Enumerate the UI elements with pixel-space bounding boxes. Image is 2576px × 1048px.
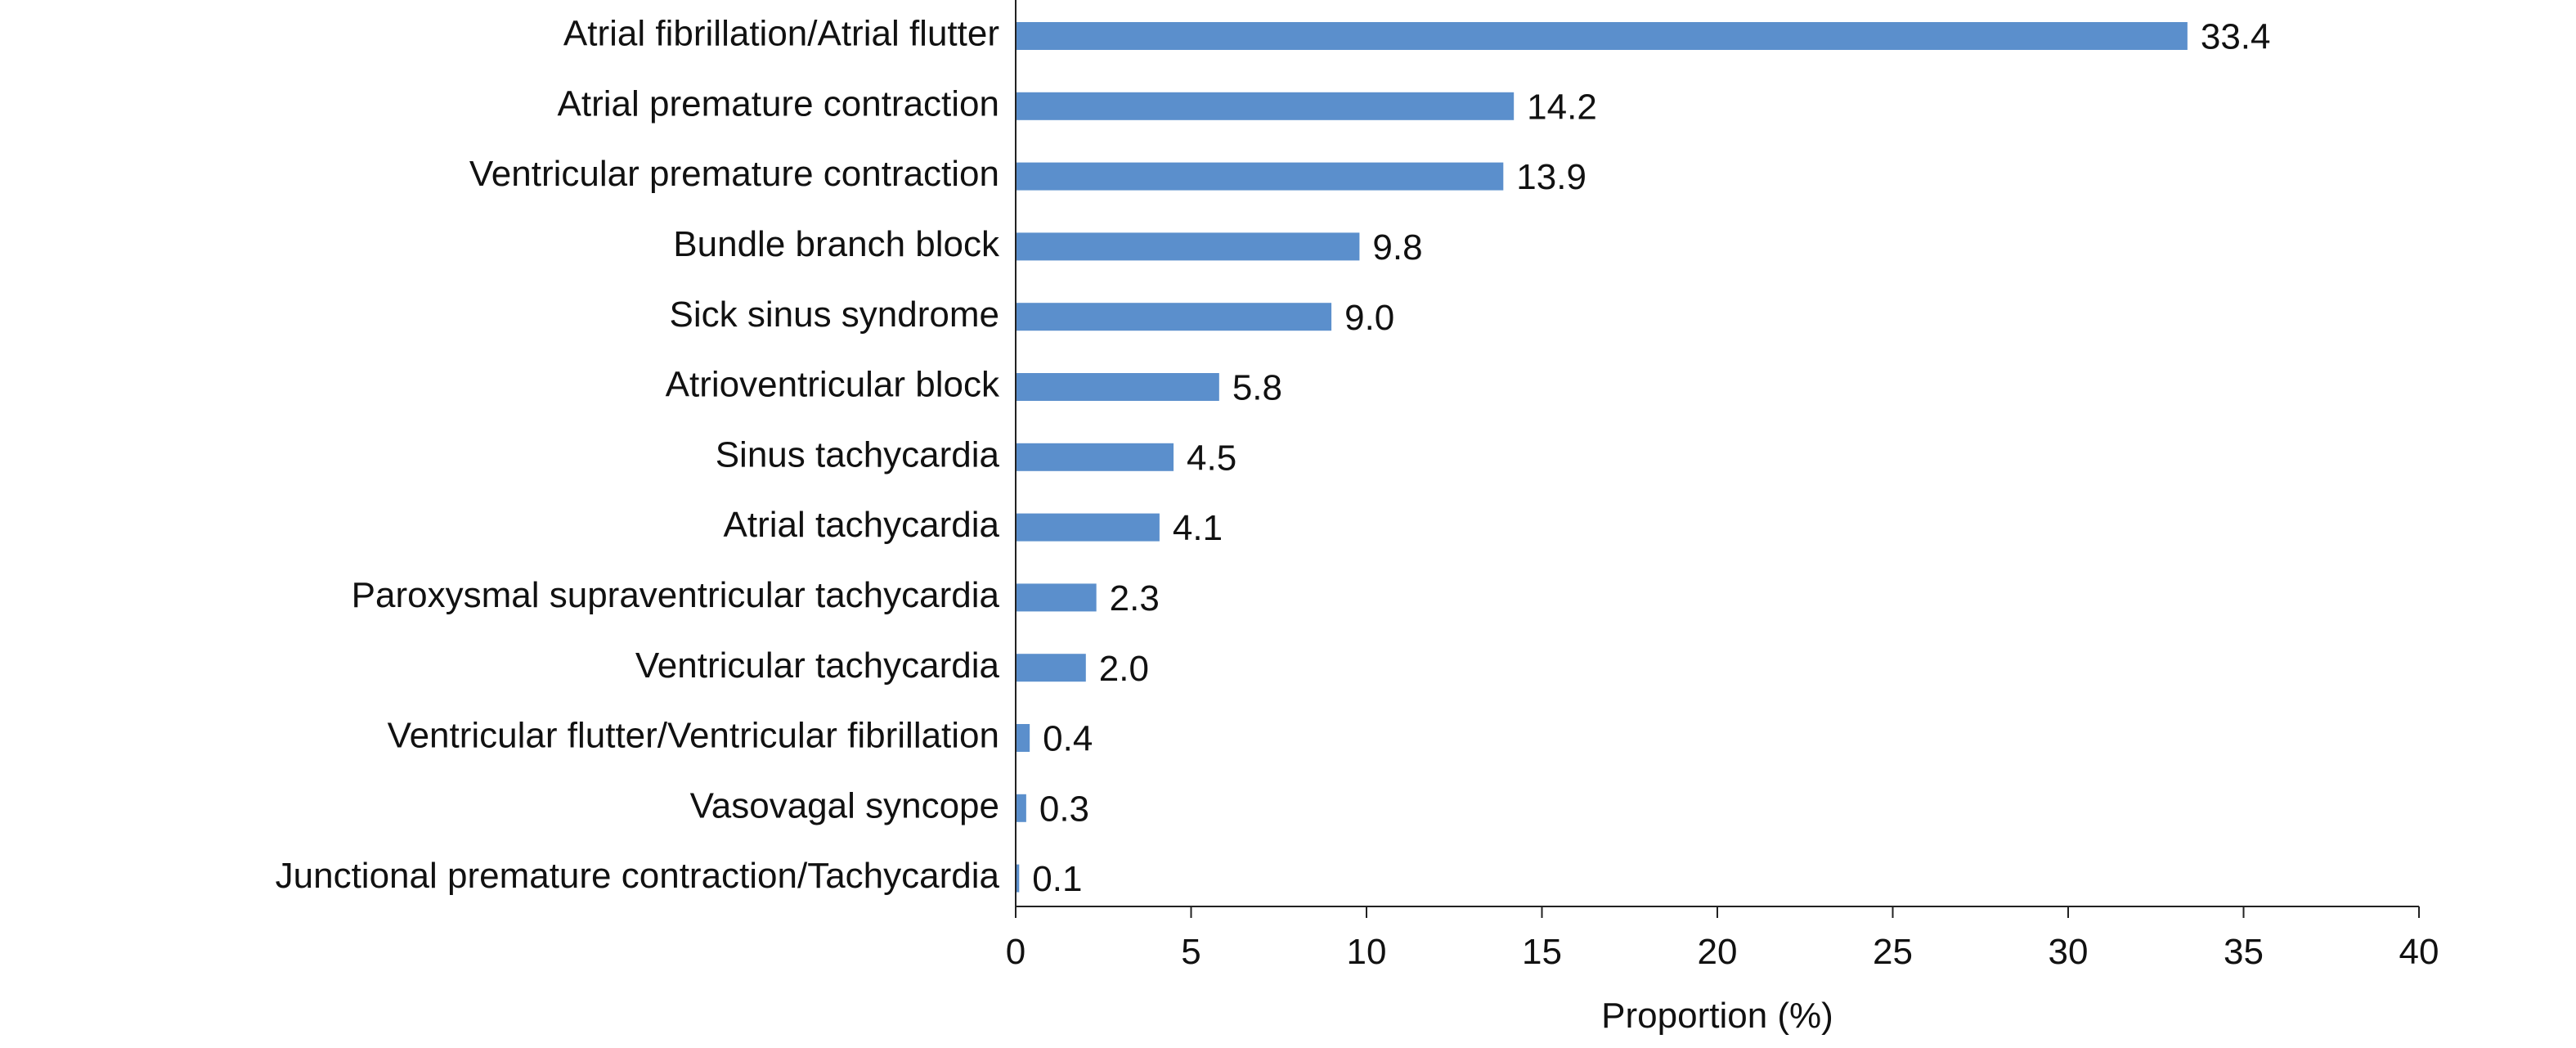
category-label: Atrial fibrillation/Atrial flutter (563, 14, 999, 54)
category-label: Atrial premature contraction (558, 83, 999, 124)
bar (1016, 724, 1030, 752)
bar (1016, 162, 1504, 191)
data-label: 4.5 (1187, 438, 1236, 478)
bar (1016, 92, 1515, 120)
x-tick-label: 30 (2049, 932, 2089, 972)
data-label: 0.3 (1039, 789, 1089, 829)
bar (1016, 794, 1026, 822)
data-label: 5.8 (1232, 368, 1282, 408)
bar (1016, 232, 1360, 261)
category-label: Atrioventricular block (666, 365, 1000, 405)
data-label: 33.4 (2201, 17, 2271, 57)
data-label: 14.2 (1527, 87, 1597, 127)
data-label: 2.3 (1110, 578, 1160, 618)
category-label: Bundle branch block (673, 224, 1000, 264)
bar (1016, 443, 1174, 471)
bar (1016, 583, 1097, 612)
data-label: 0.4 (1043, 719, 1093, 759)
x-tick-label: 20 (1698, 932, 1738, 972)
bar (1016, 513, 1160, 542)
category-label: Paroxysmal supraventricular tachycardia (352, 575, 1000, 615)
category-label: Sinus tachycardia (716, 434, 1000, 475)
bars-layer: Atrial fibrillation/Atrial flutter 33.4 At… (276, 14, 2271, 900)
data-label: 9.0 (1344, 298, 1394, 338)
category-label: Ventricular tachycardia (635, 645, 1000, 686)
category-label: Ventricular flutter/Ventricular fibrilla… (388, 716, 999, 756)
x-tick-label: 15 (1522, 932, 1562, 972)
bar (1016, 864, 1020, 893)
category-label: Ventricular premature contraction (469, 154, 999, 194)
x-tick-label: 0 (1006, 932, 1025, 972)
bar (1016, 373, 1219, 401)
x-axis-title: Proportion (%) (1601, 996, 1833, 1036)
data-label: 4.1 (1173, 508, 1223, 548)
data-label: 0.1 (1032, 859, 1082, 899)
bar (1016, 22, 2188, 50)
category-label: Junctional premature contraction/Tachyca… (276, 856, 1000, 896)
data-label: 9.8 (1372, 227, 1422, 268)
data-label: 13.9 (1516, 157, 1586, 197)
bar (1016, 303, 1332, 331)
category-label: Atrial tachycardia (724, 505, 1000, 545)
x-tick-label: 10 (1347, 932, 1387, 972)
data-label: 2.0 (1099, 649, 1149, 689)
category-label: Vasovagal syncope (690, 785, 999, 825)
category-label: Sick sinus syndrome (670, 295, 999, 335)
x-tick-label: 35 (2224, 932, 2264, 972)
x-ticks-layer: 0 5 10 15 20 25 30 35 40 (1006, 906, 2439, 972)
x-tick-label: 5 (1181, 932, 1200, 972)
x-tick-label: 25 (1873, 932, 1913, 972)
x-tick-label: 40 (2399, 932, 2439, 972)
bar (1016, 654, 1086, 682)
